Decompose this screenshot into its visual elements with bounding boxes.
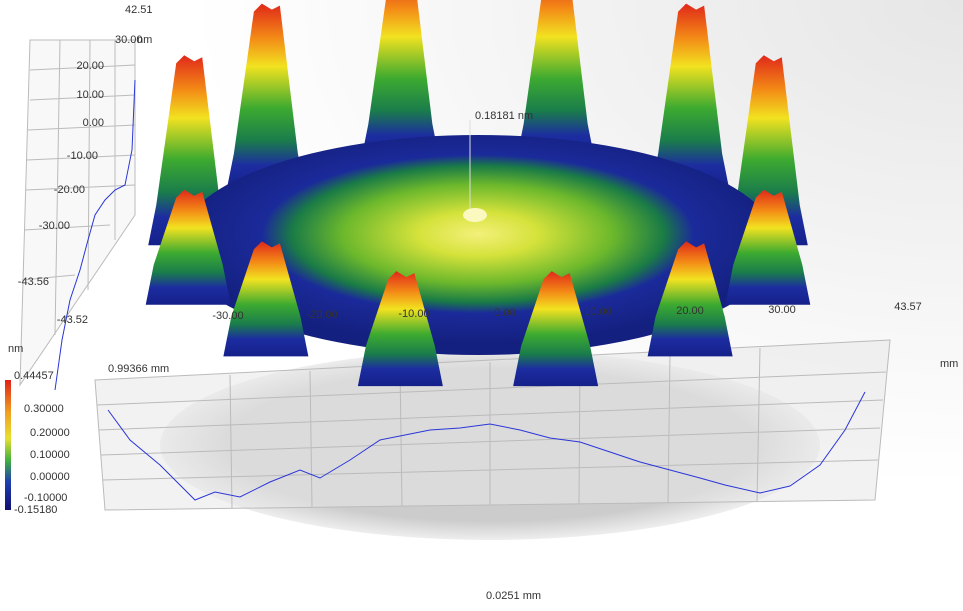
cb-tick: 0.10000 [30, 449, 70, 461]
axis-top: 42.51 [125, 4, 153, 16]
tick: -30.00 [39, 220, 70, 232]
colorbar [5, 380, 11, 510]
cb-tick: 0.00000 [30, 471, 70, 483]
peak [513, 271, 599, 387]
right-max: 43.57 [894, 301, 922, 313]
peak [650, 3, 731, 194]
bottom-label: 0.0251 mm [486, 590, 541, 602]
peak [725, 189, 811, 305]
x-tick: 30.00 [768, 304, 796, 316]
left-panel [19, 39, 136, 391]
cb-tick: 0.30000 [24, 403, 64, 415]
x-tick: -20.00 [306, 309, 337, 321]
peak [223, 241, 309, 357]
peak [225, 3, 306, 194]
x-tick: -10.00 [398, 308, 429, 320]
tick: -20.00 [54, 184, 85, 196]
tick: -43.56 [18, 276, 49, 288]
tick: -43.52 [57, 314, 88, 326]
cb-tick: 0.20000 [30, 427, 70, 439]
cb-tick: 0.44457 [14, 370, 54, 382]
colorbar-unit: nm [8, 343, 23, 355]
tick: 10.00 [76, 89, 104, 101]
peak [357, 271, 443, 387]
labels: 42.51 30.00 nm 20.00 10.00 0.00 -10.00 -… [8, 4, 958, 602]
tick: -10.00 [67, 150, 98, 162]
tick: 0.00 [83, 117, 104, 129]
peak [515, 0, 596, 164]
cb-tick: -0.10000 [24, 492, 67, 504]
x-tick: 10.00 [584, 306, 612, 318]
profile-label: 0.99366 mm [108, 363, 169, 375]
axis-unit-value: 30.00 [115, 34, 143, 46]
profile-panel [94, 339, 891, 511]
tick: 20.00 [76, 60, 104, 72]
x-tick: 20.00 [676, 305, 704, 317]
peak [360, 0, 441, 164]
axis-unit: nm [137, 34, 152, 46]
peak [145, 189, 231, 305]
center-label: 0.18181 nm [475, 110, 533, 122]
right-unit: mm [940, 358, 958, 370]
peak [647, 241, 733, 357]
center-spot [463, 208, 487, 222]
basin [178, 135, 778, 355]
x-tick: 0.00 [494, 307, 515, 319]
cb-tick: -0.15180 [14, 504, 57, 516]
x-tick: -30.00 [212, 310, 243, 322]
front-peaks [145, 189, 811, 387]
